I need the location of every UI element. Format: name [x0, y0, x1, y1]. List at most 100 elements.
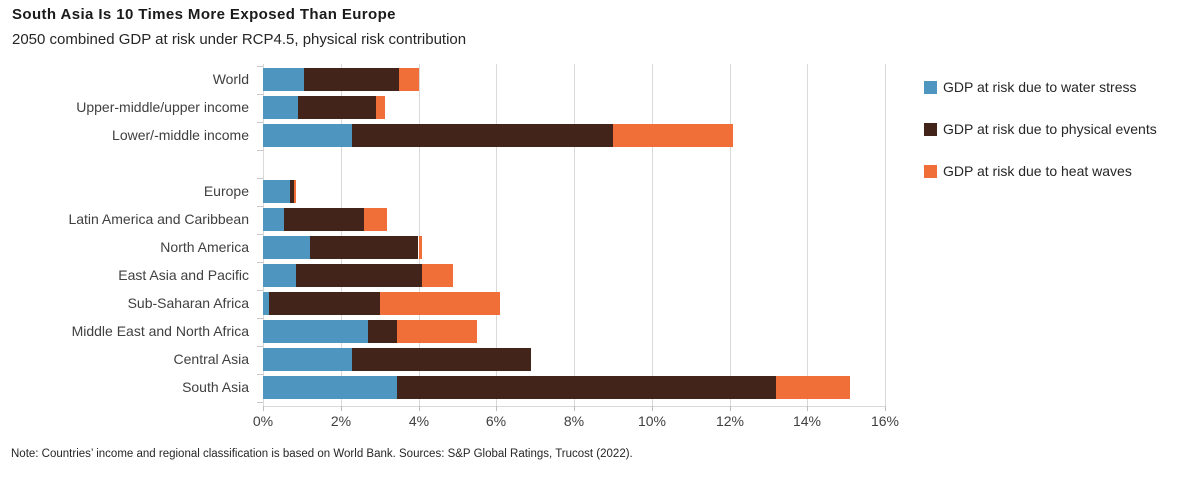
- gridline: [341, 64, 342, 406]
- bar-segment-heat-waves: [397, 320, 477, 343]
- bar-row: [263, 68, 885, 91]
- gridline: [419, 64, 420, 406]
- gridline: [807, 64, 808, 406]
- bar-segment-physical-events: [352, 124, 613, 147]
- legend-label: GDP at risk due to water stress: [943, 79, 1137, 95]
- bar-row: [263, 208, 885, 231]
- bar-segment-heat-waves: [776, 376, 850, 399]
- category-label: East Asia and Pacific: [118, 267, 249, 283]
- category-label: Latin America and Caribbean: [68, 211, 249, 227]
- bar-segment-water-stress: [263, 236, 310, 259]
- gridline: [496, 64, 497, 406]
- bar-row: [263, 348, 885, 371]
- category-axis-tick: [257, 93, 263, 95]
- legend-item: GDP at risk due to heat waves: [924, 162, 1157, 180]
- bar-segment-physical-events: [309, 236, 419, 259]
- x-axis-tick: [574, 406, 575, 411]
- category-label: Sub-Saharan Africa: [127, 295, 249, 311]
- bar-segment-heat-waves: [364, 208, 388, 231]
- legend-swatch-water-stress: [924, 80, 937, 94]
- x-axis-tick-label: 10%: [637, 413, 667, 429]
- x-axis-tick-label: 4%: [408, 413, 430, 429]
- category-label: Central Asia: [173, 351, 249, 367]
- bar-segment-physical-events: [367, 320, 398, 343]
- legend-item: GDP at risk due to water stress: [924, 78, 1157, 96]
- bar-segment-water-stress: [263, 376, 398, 399]
- bar-row: [263, 236, 885, 259]
- x-axis-tick-label: 0%: [252, 413, 274, 429]
- category-label: World: [212, 71, 249, 87]
- category-axis-tick: [257, 205, 263, 207]
- legend-label: GDP at risk due to physical events: [943, 121, 1157, 137]
- bar-row: [263, 124, 885, 147]
- bar-segment-physical-events: [303, 68, 400, 91]
- category-axis-tick: [257, 233, 263, 235]
- bar-segment-water-stress: [263, 68, 304, 91]
- x-axis-tick-label: 8%: [563, 413, 585, 429]
- legend-swatch-heat-waves: [924, 164, 937, 178]
- x-axis-tick: [652, 406, 653, 411]
- category-label: Europe: [203, 183, 249, 199]
- bar-segment-water-stress: [263, 320, 368, 343]
- bar-segment-heat-waves: [399, 68, 419, 91]
- bar-row: [263, 292, 885, 315]
- legend-label: GDP at risk due to heat waves: [943, 163, 1132, 179]
- footnote: Note: Countries’ income and regional cla…: [11, 448, 633, 460]
- gridline: [574, 64, 575, 406]
- category-axis-tick: [257, 177, 263, 179]
- bar-segment-heat-waves: [422, 264, 454, 287]
- x-axis-tick-label: 16%: [870, 413, 900, 429]
- bar-segment-water-stress: [263, 264, 297, 287]
- category-label: North America: [160, 239, 249, 255]
- bar-segment-physical-events: [397, 376, 777, 399]
- gridline: [730, 64, 731, 406]
- bar-segment-water-stress: [263, 348, 353, 371]
- bar-segment-physical-events: [352, 348, 532, 371]
- category-axis-tick: [257, 149, 263, 151]
- category-label: Upper-middle/upper income: [76, 99, 249, 115]
- bar-segment-physical-events: [290, 180, 295, 203]
- x-axis-tick-label: 14%: [792, 413, 822, 429]
- chart-subtitle: 2050 combined GDP at risk under RCP4.5, …: [12, 31, 467, 48]
- x-axis-tick-label: 12%: [715, 413, 745, 429]
- bar-segment-heat-waves: [294, 180, 297, 203]
- bar-segment-water-stress: [263, 208, 285, 231]
- category-axis-tick: [257, 401, 263, 403]
- bar-row: [263, 180, 885, 203]
- bar-segment-heat-waves: [375, 96, 386, 119]
- x-axis-tick-label: 2%: [330, 413, 352, 429]
- bar-segment-water-stress: [263, 96, 298, 119]
- category-axis-tick: [257, 317, 263, 319]
- bar-segment-heat-waves: [379, 292, 501, 315]
- category-axis-tick: [257, 289, 263, 291]
- bar-row: [263, 264, 885, 287]
- bar-segment-physical-events: [296, 264, 423, 287]
- bar-row: [263, 376, 885, 399]
- legend-item: GDP at risk due to physical events: [924, 120, 1157, 138]
- x-axis-tick: [419, 406, 420, 411]
- bar-segment-water-stress: [263, 292, 269, 315]
- category-axis-tick: [257, 345, 263, 347]
- bar-segment-physical-events: [297, 96, 376, 119]
- bar-segment-physical-events: [268, 292, 380, 315]
- category-label: South Asia: [182, 379, 249, 395]
- category-label: Middle East and North Africa: [71, 323, 249, 339]
- bar-segment-heat-waves: [418, 236, 423, 259]
- bar-segment-water-stress: [263, 180, 291, 203]
- gridline: [652, 64, 653, 406]
- x-axis-tick-label: 6%: [485, 413, 507, 429]
- category-axis-tick: [257, 373, 263, 375]
- x-axis-tick: [730, 406, 731, 411]
- bar-row: [263, 96, 885, 119]
- gridline: [885, 64, 886, 406]
- bar-segment-heat-waves: [612, 124, 734, 147]
- bar-row: [263, 320, 885, 343]
- legend: GDP at risk due to water stress GDP at ri…: [924, 78, 1157, 204]
- x-axis-tick: [341, 406, 342, 411]
- chart-title: South Asia Is 10 Times More Exposed Than…: [12, 6, 396, 23]
- x-axis-tick: [263, 406, 264, 411]
- gridline: [263, 64, 264, 406]
- bar-segment-water-stress: [263, 124, 353, 147]
- bar-segment-physical-events: [284, 208, 365, 231]
- category-label: Lower/-middle income: [112, 127, 249, 143]
